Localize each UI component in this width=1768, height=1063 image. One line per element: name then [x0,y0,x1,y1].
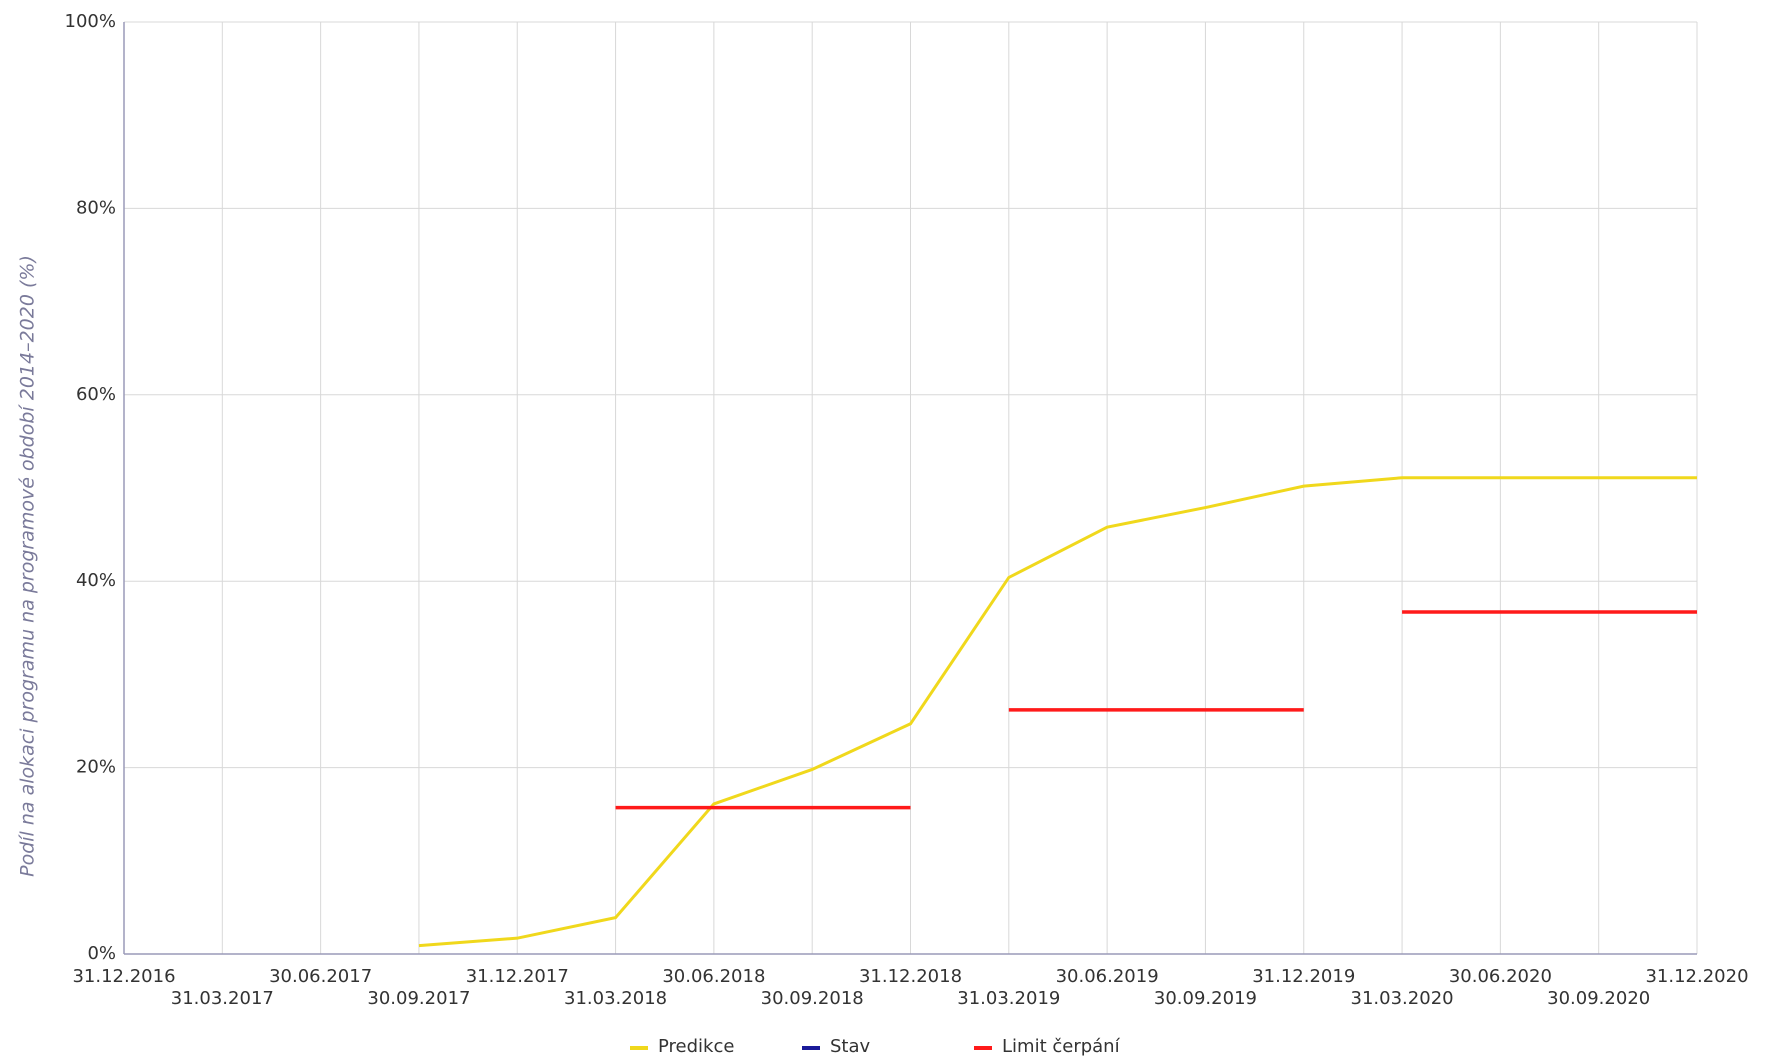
x-tick-label: 30.09.2019 [1154,988,1257,1009]
x-tick-label: 30.06.2019 [1056,966,1159,987]
x-tick-label: 31.12.2016 [72,966,175,987]
legend-label: Limit čerpání [1002,1036,1121,1057]
x-tick-label: 30.06.2020 [1449,966,1552,987]
legend-label: Predikce [658,1036,734,1057]
y-tick-label: 20% [76,757,116,778]
x-tick-label: 31.03.2017 [171,988,274,1009]
x-tick-label: 30.09.2017 [367,988,470,1009]
x-tick-label: 31.03.2020 [1351,988,1454,1009]
y-tick-label: 80% [76,197,116,218]
y-tick-label: 40% [76,570,116,591]
x-tick-label: 31.12.2018 [859,966,962,987]
x-tick-label: 30.06.2018 [662,966,765,987]
y-axis-label: Podíl na alokaci programu na programové … [17,255,39,877]
x-tick-label: 31.03.2018 [564,988,667,1009]
x-tick-label: 30.09.2018 [761,988,864,1009]
y-tick-label: 0% [87,943,116,964]
y-tick-label: 100% [65,11,116,32]
x-tick-label: 31.12.2017 [466,966,569,987]
y-tick-label: 60% [76,384,116,405]
legend-label: Stav [830,1036,871,1057]
x-tick-label: 31.12.2019 [1252,966,1355,987]
x-tick-label: 31.12.2020 [1645,966,1748,987]
x-tick-label: 30.06.2017 [269,966,372,987]
series-line [418,476,1697,948]
x-tick-label: 30.09.2020 [1547,988,1650,1009]
x-tick-label: 31.03.2019 [957,988,1060,1009]
